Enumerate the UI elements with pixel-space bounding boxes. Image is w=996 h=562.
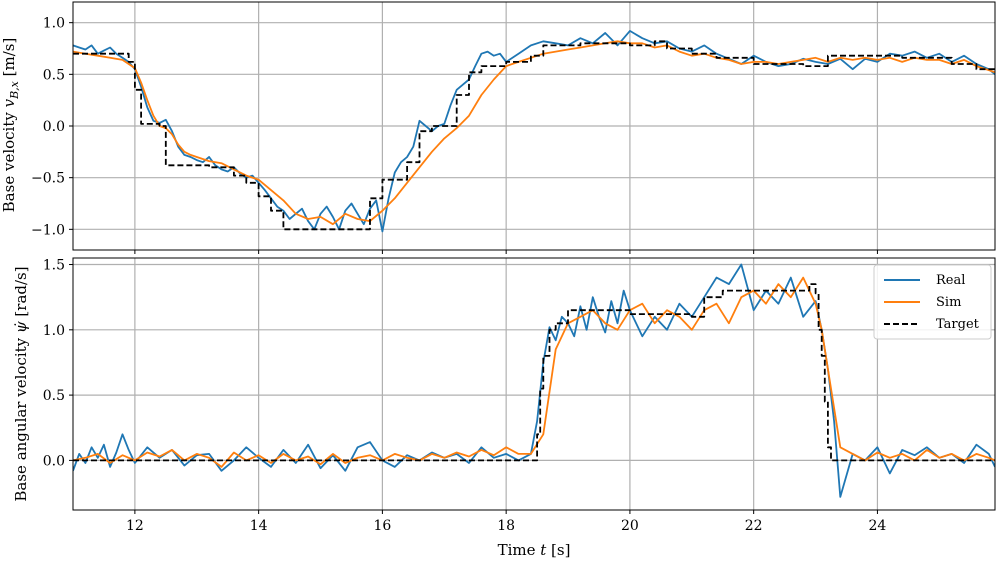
legend-label-target: Target [936,317,980,332]
angular-y-tick-label: 1.5 [43,258,65,274]
velocity-series-real [73,30,995,233]
angular-plot-ticks: 12 14 16 18 20 22 24 0.0 0.5 1.0 1.5 [43,258,887,534]
x-tick-label: 18 [497,518,515,534]
velocity-plot-grid [73,2,995,250]
x-tick-label: 24 [869,518,887,534]
velocity-y-tick-label: 0.0 [43,119,65,135]
legend-label-real: Real [936,273,965,288]
x-tick-label: 12 [126,518,144,534]
velocity-plot-ticks: −1.0 −0.5 0.0 0.5 1.0 [31,16,878,254]
x-tick-label: 16 [373,518,391,534]
angular-velocity-plot-panel: 12 14 16 18 20 22 24 0.0 0.5 1.0 1.5 Base angular … [12,257,996,559]
x-tick-label: 20 [621,518,639,534]
angular-plot-frame [72,257,996,511]
velocity-series-sim [73,40,995,226]
legend-box [873,264,992,340]
velocity-y-tick-label: 0.5 [43,67,65,83]
velocity-series-target [73,40,995,231]
angular-plot-grid [73,258,995,510]
velocity-y-axis-label: Base velocity vB,x [m/s] [0,38,21,213]
angular-series-target [73,283,995,462]
angular-y-tick-label: 0.5 [43,388,65,404]
legend-label-sim: Sim [936,295,961,310]
angular-y-axis-label: Base angular velocity ψ̇ [rad/s] [12,266,30,501]
angular-y-tick-label: 0.0 [43,453,65,469]
x-tick-label: 14 [250,518,268,534]
angular-y-tick-label: 1.0 [43,323,65,339]
velocity-y-tick-label: −1.0 [31,222,65,238]
velocity-plot-series [73,30,995,233]
velocity-plot-panel: −1.0 −0.5 0.0 0.5 1.0 Base velocity vB,x [m/… [0,1,996,254]
angular-series-sim [73,276,995,468]
angular-plot-series [73,263,995,498]
velocity-y-tick-label: 1.0 [43,16,65,32]
angular-series-real [73,263,995,498]
x-axis-label: Time t [s] [498,541,571,559]
velocity-y-tick-label: −0.5 [31,171,65,187]
legend: Real Sim Target [873,264,992,340]
x-tick-label: 22 [745,518,763,534]
